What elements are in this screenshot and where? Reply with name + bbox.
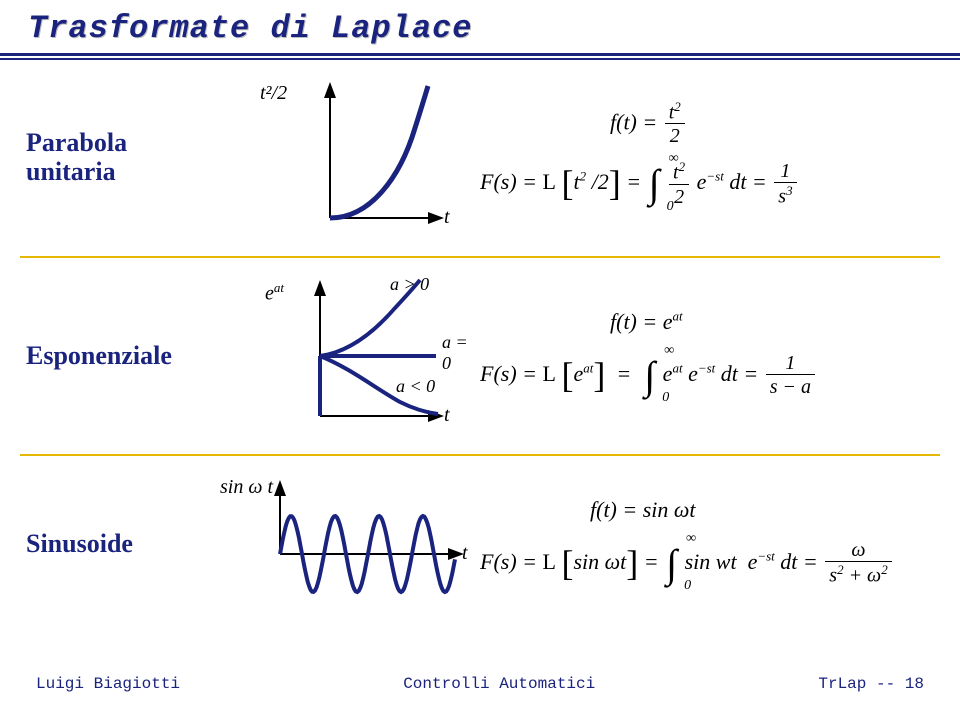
exp-xlabel: t [444, 404, 450, 427]
graph-sine: sin ω t t [210, 474, 470, 614]
parabola-f: f(t) = t22 [480, 100, 940, 149]
page-title: Trasformate di Laplace [28, 10, 960, 47]
footer-center: Controlli Automatici [403, 675, 595, 693]
sine-xlabel: t [462, 542, 468, 565]
footer: Luigi Biagiotti Controlli Automatici TrL… [0, 675, 960, 693]
row-parabola: Parabolaunitaria t²/2 t f(t) = t22 F(s) … [20, 60, 940, 256]
exp-F: F(s) = L [eat] = ∫0∞ eat e−st dt = 1s − … [480, 344, 940, 408]
graph-parabola: t²/2 t [210, 78, 470, 238]
footer-left: Luigi Biagiotti [36, 675, 180, 693]
formula-exponential: f(t) = eat F(s) = L [eat] = ∫0∞ eat e−st… [470, 300, 940, 411]
sine-ylabel: sin ω t [220, 476, 273, 499]
exp-aneg: a < 0 [396, 376, 435, 397]
sine-f: f(t) = sin ωt [480, 492, 940, 527]
row-sine: Sinusoide sin ω t t f(t) = sin ωt F(s) =… [20, 456, 940, 632]
graph-exponential: eat t a > 0 a = 0 a < 0 [210, 276, 470, 436]
footer-right: TrLap -- 18 [818, 675, 924, 693]
exp-f: f(t) = eat [480, 304, 940, 339]
exp-aplus: a > 0 [390, 274, 429, 295]
content-rows: Parabolaunitaria t²/2 t f(t) = t22 F(s) … [0, 60, 960, 632]
exp-ylabel: eat [265, 280, 284, 306]
row-label-parabola: Parabolaunitaria [20, 129, 210, 186]
formula-parabola: f(t) = t22 F(s) = L [t2 /2] = ∫0∞ t22 e−… [470, 96, 940, 221]
parabola-F: F(s) = L [t2 /2] = ∫0∞ t22 e−st dt = 1s3 [480, 152, 940, 216]
row-label-exponential: Esponenziale [20, 342, 210, 371]
row-exponential: Esponenziale eat t a [20, 258, 940, 454]
formula-sine: f(t) = sin ωt F(s) = L [sin ωt] = ∫0∞ si… [470, 488, 940, 599]
exp-svg [210, 276, 470, 436]
parabola-ylabel: t²/2 [260, 82, 287, 105]
title-underline [0, 53, 960, 60]
exp-azero: a = 0 [442, 332, 470, 374]
sine-F: F(s) = L [sin ωt] = ∫0∞ sin wt e−st dt =… [480, 532, 940, 596]
parabola-xlabel: t [444, 206, 450, 229]
row-label-sine: Sinusoide [20, 530, 210, 559]
parabola-svg [210, 78, 470, 238]
